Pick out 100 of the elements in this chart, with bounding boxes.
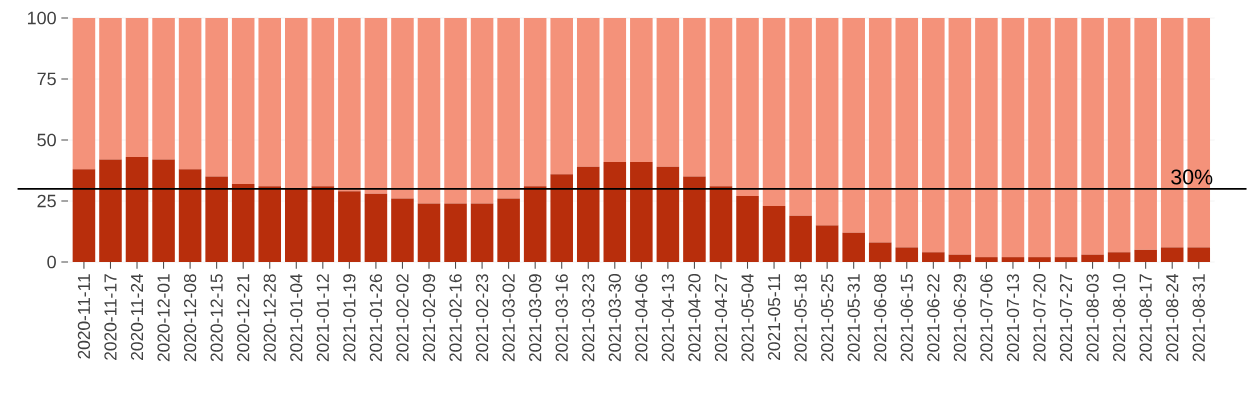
x-tick-label: 2021-06-08 <box>874 274 887 362</box>
bar <box>630 161 653 262</box>
x-tick-label: 2021-02-09 <box>422 274 436 362</box>
bar <box>789 215 812 262</box>
x-tick-label: 2021-08-24 <box>1166 273 1179 362</box>
bar <box>815 225 839 262</box>
bar <box>364 193 388 262</box>
bar <box>736 196 759 262</box>
x-tick-label: 2021-07-27 <box>1059 274 1073 362</box>
bar <box>1187 247 1211 262</box>
x-tick-label: 2021-01-12 <box>316 274 329 362</box>
x-tick-label: 2021-05-04 <box>741 273 754 362</box>
x-tick-label: 2021-07-20 <box>1033 274 1046 362</box>
bar <box>99 18 122 160</box>
bar <box>630 18 653 162</box>
bar <box>1054 257 1078 262</box>
x-tick-label: 2021-04-27 <box>714 274 728 362</box>
bar <box>656 18 680 167</box>
bar <box>1160 247 1184 262</box>
bar <box>656 166 680 262</box>
bar <box>895 247 919 262</box>
bar <box>152 159 175 262</box>
bar <box>868 242 892 262</box>
bar <box>285 188 308 262</box>
bar <box>1028 18 1051 258</box>
bar <box>178 18 202 170</box>
bar <box>285 18 308 189</box>
x-tick-label: 2021-08-17 <box>1139 274 1152 362</box>
x-tick-label: 2020-12-15 <box>210 274 223 362</box>
bar <box>922 18 945 253</box>
x-tick-label: 2021-08-10 <box>1112 274 1126 362</box>
bar <box>231 18 255 184</box>
x-tick-label: 2021-02-23 <box>475 274 489 362</box>
x-tick-label: 2021-03-23 <box>582 274 595 362</box>
bar <box>1054 18 1078 258</box>
bar <box>497 198 520 262</box>
x-tick-label: 2020-12-21 <box>237 274 250 362</box>
bar <box>603 18 627 162</box>
x-tick-label: 2021-03-30 <box>608 274 621 362</box>
bar <box>364 18 388 194</box>
x-tick-label: 2021-06-29 <box>953 274 966 362</box>
bar <box>550 18 573 175</box>
bar <box>842 18 865 233</box>
bar <box>125 18 149 158</box>
bar <box>1081 18 1104 255</box>
y-tick-label: 0 <box>47 255 56 269</box>
x-tick-label: 2021-05-31 <box>847 274 860 362</box>
bar <box>72 169 96 262</box>
bar <box>1028 257 1051 262</box>
y-tick-label: 25 <box>37 194 56 208</box>
bar <box>762 205 786 262</box>
bar <box>1134 18 1157 250</box>
bar <box>550 174 573 262</box>
bar <box>205 176 228 262</box>
bar <box>470 18 494 204</box>
bar <box>444 203 467 262</box>
x-tick-label: 2021-03-02 <box>502 274 515 362</box>
ref-line-label: 30% <box>1171 169 1213 185</box>
x-tick-label: 2021-07-13 <box>1006 274 1020 362</box>
bar <box>338 191 361 262</box>
x-tick-label: 2021-08-31 <box>1192 274 1205 362</box>
bar <box>311 18 335 187</box>
bar <box>1107 252 1131 262</box>
bar <box>391 198 414 262</box>
x-tick-label: 2021-07-06 <box>980 274 993 362</box>
x-tick-label: 2020-11-17 <box>104 274 117 360</box>
bar <box>311 186 335 262</box>
bar <box>470 203 494 262</box>
x-tick-label: 2021-04-06 <box>635 274 648 362</box>
bar <box>576 18 600 167</box>
x-tick-label: 2020-12-08 <box>183 274 197 362</box>
x-tick-label: 2020-11-24 <box>130 273 144 360</box>
x-tick-label: 2021-01-26 <box>369 274 383 362</box>
bar <box>1081 254 1104 262</box>
bar <box>1107 18 1131 253</box>
bar <box>948 254 972 262</box>
bar <box>523 18 547 187</box>
bar <box>868 18 892 243</box>
bar <box>815 18 839 226</box>
bar <box>709 186 733 262</box>
y-tick-label: 100 <box>27 11 56 25</box>
bar <box>205 18 228 177</box>
bar <box>178 169 202 262</box>
bar <box>922 252 945 262</box>
x-tick-label: 2021-06-22 <box>927 274 940 362</box>
bar <box>258 186 282 262</box>
bar <box>948 18 972 255</box>
bar <box>338 18 361 192</box>
bar <box>603 161 627 262</box>
bar <box>444 18 467 204</box>
y-tick-label: 50 <box>37 133 56 147</box>
x-tick-label: 2021-05-18 <box>794 274 807 362</box>
bar <box>975 257 998 262</box>
x-tick-label: 2021-02-16 <box>449 274 462 362</box>
bar <box>1001 257 1025 262</box>
bar <box>576 166 600 262</box>
bar <box>125 157 149 262</box>
x-tick-label: 2020-12-28 <box>263 274 276 362</box>
x-tick-label: 2021-04-13 <box>661 274 675 362</box>
x-tick-label: 2021-02-02 <box>396 274 409 362</box>
